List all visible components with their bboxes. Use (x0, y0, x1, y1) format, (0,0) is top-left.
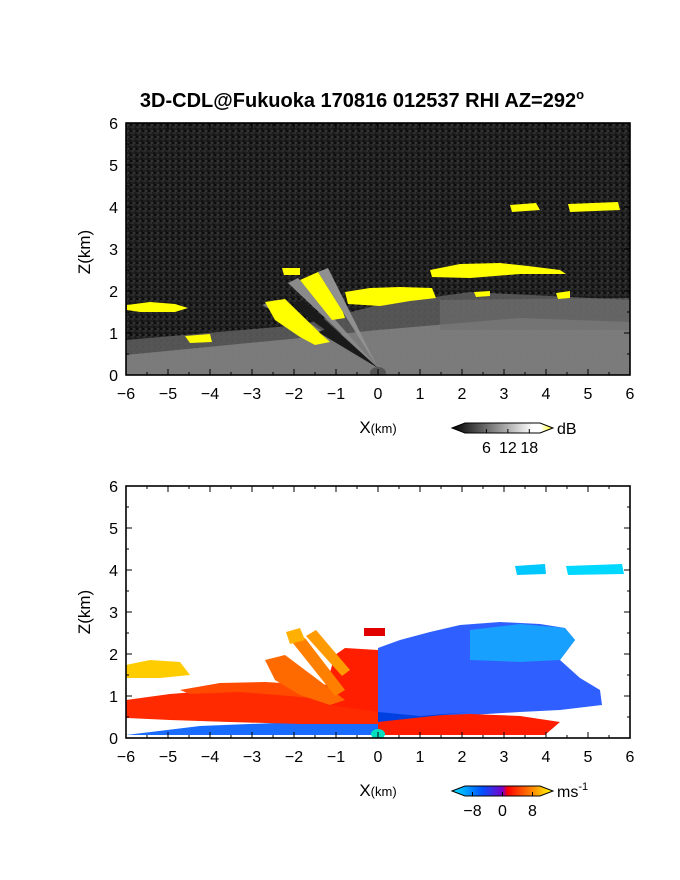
x-tick-label: −1 (327, 386, 345, 403)
snr-yellow-echoes (127, 202, 620, 345)
snr-y-tick-labels: 0 1 2 3 4 5 6 (109, 116, 118, 385)
colorbar-tick-label: 0 (498, 803, 507, 820)
snr-shadow-2 (292, 300, 378, 368)
velocity-beam-1 (265, 655, 345, 705)
colorbar-tick-label: −8 (463, 803, 481, 820)
x-tick-label: −3 (243, 386, 261, 403)
y-tick-label: 4 (109, 200, 118, 217)
x-tick-label: 6 (626, 386, 635, 403)
x-tick-label: 3 (500, 386, 509, 403)
velocity-beam-3 (306, 630, 350, 676)
velocity-east-lower-blue (378, 712, 470, 722)
y-tick-label: 5 (109, 158, 118, 175)
velocity-upper-echo-1 (515, 564, 546, 575)
velocity-upper-echo-2 (566, 564, 624, 575)
x-tick-label: −4 (201, 386, 219, 403)
x-tick-label: 1 (416, 386, 425, 403)
x-tick-label: 1 (416, 749, 425, 766)
snr-aerosol-layer (440, 298, 630, 330)
velocity-tick-marks (125, 485, 631, 739)
velocity-colorbar-ticks: −8 0 8 (463, 792, 537, 820)
x-tick-label: 5 (584, 386, 593, 403)
y-tick-label: 5 (109, 521, 118, 538)
y-tick-label: 3 (109, 242, 118, 259)
snr-shadow-1 (318, 328, 378, 368)
x-tick-label: 6 (626, 749, 635, 766)
snr-colorbar-ticks: 6 12 18 (482, 429, 538, 457)
velocity-y-axis-label: Z(km) (75, 590, 94, 634)
velocity-east-upper (470, 624, 575, 662)
chart-title: 3D-CDL@Fukuoka 170816 012537 RHI AZ=292o (140, 87, 584, 112)
y-tick-label: 1 (109, 689, 118, 706)
x-tick-label: 2 (458, 386, 467, 403)
x-tick-label: 2 (458, 749, 467, 766)
x-tick-label: −5 (159, 749, 177, 766)
velocity-x-axis-label: X(km) (359, 781, 396, 800)
snr-colorbar-unit: dB (557, 421, 577, 438)
velocity-y-tick-labels: 0 1 2 3 4 5 6 (109, 479, 118, 748)
x-tick-label: −2 (285, 749, 303, 766)
velocity-beam-tip (286, 628, 305, 644)
x-tick-label: −3 (243, 749, 261, 766)
snr-tick-marks (125, 122, 631, 376)
y-tick-label: 2 (109, 647, 118, 664)
y-tick-label: 6 (109, 479, 118, 496)
snr-y-axis-label: Z(km) (75, 230, 94, 274)
y-tick-label: 6 (109, 116, 118, 133)
velocity-colorbar: −8 0 8 ms-1 (450, 781, 588, 820)
x-tick-label: −1 (327, 749, 345, 766)
y-tick-label: 0 (109, 731, 118, 748)
colorbar-tick-label: 12 (499, 440, 517, 457)
velocity-small-patch (364, 628, 385, 636)
x-tick-label: −2 (285, 386, 303, 403)
x-tick-label: −6 (117, 386, 135, 403)
snr-beam-2 (288, 278, 378, 368)
velocity-east-lower (378, 714, 560, 735)
x-tick-label: 4 (542, 749, 551, 766)
snr-beam-3 (318, 268, 378, 368)
x-tick-label: −6 (117, 749, 135, 766)
x-tick-label: 0 (374, 386, 383, 403)
x-tick-label: 3 (500, 749, 509, 766)
velocity-x-tick-labels: −6 −5 −4 −3 −2 −1 0 1 2 3 4 5 6 (117, 749, 635, 766)
velocity-elevated-west (126, 660, 190, 678)
x-tick-label: 4 (542, 386, 551, 403)
colorbar-tick-label: 6 (482, 440, 491, 457)
x-tick-label: 0 (374, 749, 383, 766)
velocity-colorbar-unit: ms-1 (557, 781, 588, 801)
snr-x-axis-label: X(km) (359, 418, 396, 437)
y-tick-label: 4 (109, 563, 118, 580)
x-tick-label: −4 (201, 749, 219, 766)
snr-x-tick-labels: −6 −5 −4 −3 −2 −1 0 1 2 3 4 5 6 (117, 386, 635, 403)
x-tick-label: −5 (159, 386, 177, 403)
y-tick-label: 0 (109, 368, 118, 385)
y-tick-label: 2 (109, 284, 118, 301)
colorbar-tick-label: 8 (528, 803, 537, 820)
velocity-beam-2 (292, 638, 345, 696)
x-tick-label: 5 (584, 749, 593, 766)
snr-colorbar: 6 12 18 dB (450, 421, 577, 457)
colorbar-tick-label: 18 (520, 440, 538, 457)
y-tick-label: 3 (109, 605, 118, 622)
y-tick-label: 1 (109, 326, 118, 343)
